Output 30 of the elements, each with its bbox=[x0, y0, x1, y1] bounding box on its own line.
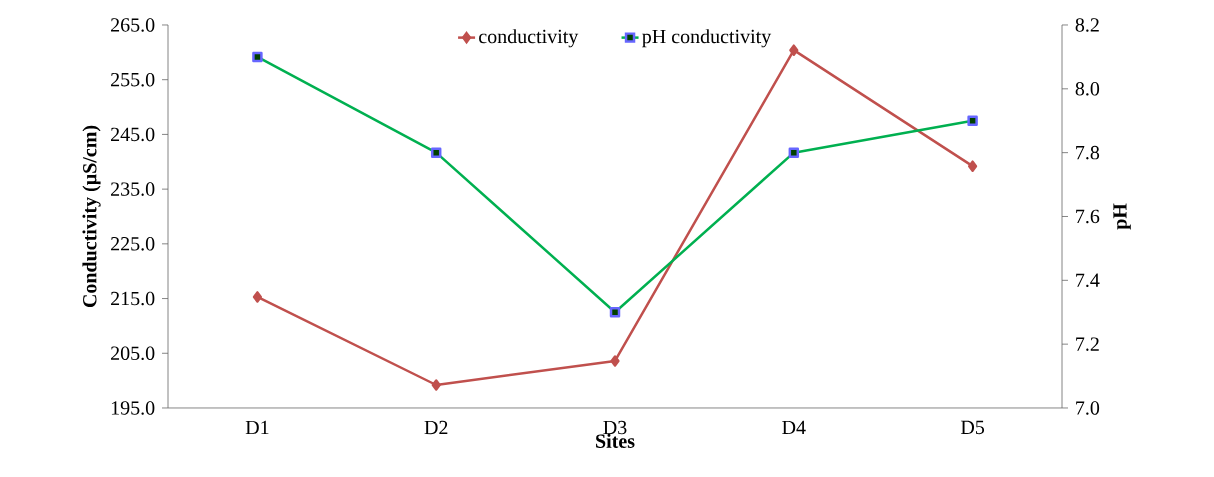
y2-tick-label: 8.0 bbox=[1075, 82, 1100, 96]
y2-tick-label: 7.6 bbox=[1076, 209, 1100, 224]
x-tick-label: D2 bbox=[424, 420, 448, 435]
legend-label: pH conductivity bbox=[642, 29, 772, 48]
x-axis-title: Sites bbox=[596, 433, 635, 448]
y-tick-label: 245.0 bbox=[111, 127, 155, 142]
point bbox=[610, 355, 620, 367]
y-tick-label: 205.0 bbox=[111, 346, 155, 361]
x-tick-label: D4 bbox=[782, 420, 806, 435]
point bbox=[967, 160, 978, 172]
y2-axis-title: pH bbox=[1113, 203, 1131, 230]
y2-tick-label: 7.0 bbox=[1076, 401, 1100, 415]
y2-tick-label: 7.4 bbox=[1076, 273, 1100, 288]
point bbox=[789, 44, 799, 56]
legend-label: conductivity bbox=[479, 29, 579, 48]
y-tick-label: 265.0 bbox=[111, 18, 155, 32]
y-axis-title: Conductivity (µS/cm) bbox=[82, 125, 101, 308]
x-tick-label: D3 bbox=[603, 420, 627, 435]
y2-tick-label: 7.8 bbox=[1076, 145, 1100, 160]
x-tick-label: D5 bbox=[960, 420, 985, 435]
y-tick-label: 225.0 bbox=[111, 237, 155, 251]
y-tick-label: 215.0 bbox=[111, 291, 155, 306]
y-tick-label: 255.0 bbox=[111, 72, 155, 87]
point bbox=[431, 379, 441, 391]
x-tick-label: D1 bbox=[245, 420, 269, 435]
y-tick-label: 195.0 bbox=[111, 401, 155, 415]
y2-tick-label: 7.2 bbox=[1076, 337, 1099, 351]
y2-tick-label: 8.2 bbox=[1075, 18, 1099, 32]
point bbox=[252, 291, 263, 303]
y-tick-label: 235.0 bbox=[111, 182, 155, 196]
